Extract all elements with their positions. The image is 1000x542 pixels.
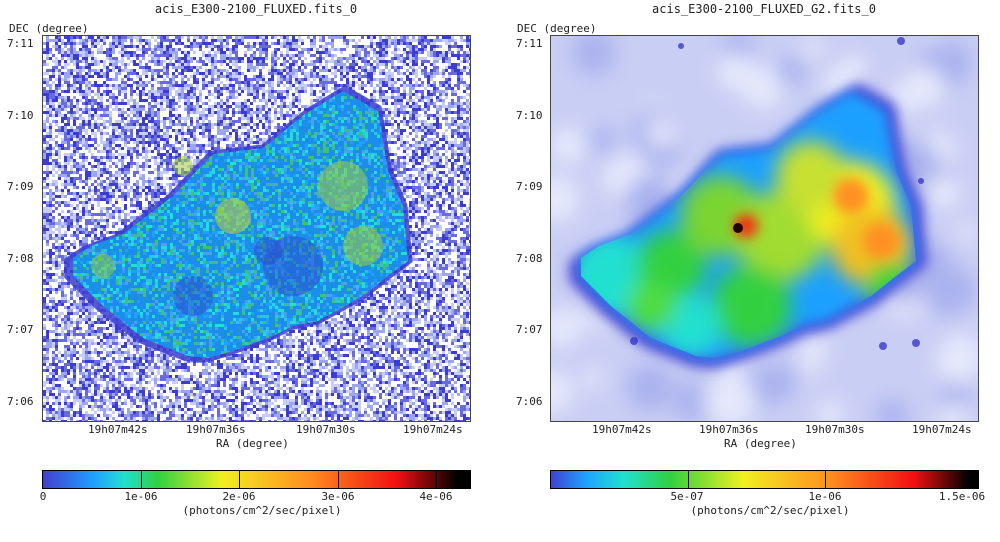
left-x-axis-label: RA (degree) — [216, 437, 289, 450]
colorbar-tick-mark — [338, 471, 339, 488]
left-y-tick: 7:11 — [7, 37, 34, 50]
colorbar-tick-mark — [688, 471, 689, 488]
right-y-tick: 7:06 — [516, 395, 543, 408]
left-y-axis-label: DEC (degree) — [9, 22, 88, 35]
left-colorbar-tick-label: 1e-06 — [124, 490, 157, 503]
colorbar-tick-mark — [239, 471, 240, 488]
right-colorbar-tick-label: 1.5e-06 — [939, 490, 985, 503]
right-image-plot[interactable] — [550, 35, 979, 422]
left-panel-title: acis_E300-2100_FLUXED.fits_0 — [155, 2, 357, 16]
left-y-tick: 7:08 — [7, 252, 34, 265]
left-image-plot[interactable] — [42, 35, 471, 422]
right-colorbar — [550, 470, 979, 489]
right-panel-title: acis_E300-2100_FLUXED_G2.fits_0 — [652, 2, 876, 16]
colorbar-tick-mark — [963, 471, 964, 488]
colorbar-tick-mark — [825, 471, 826, 488]
right-y-tick: 7:09 — [516, 180, 543, 193]
left-colorbar-tick-label: 0 — [40, 490, 47, 503]
left-x-tick: 19h07m42s — [88, 423, 148, 436]
right-x-tick: 19h07m24s — [912, 423, 972, 436]
right-x-tick: 19h07m42s — [592, 423, 652, 436]
colorbar-tick-mark — [141, 471, 142, 488]
right-x-tick: 19h07m30s — [805, 423, 865, 436]
colorbar-tick-mark — [436, 471, 437, 488]
right-y-tick: 7:11 — [516, 37, 543, 50]
left-colorbar — [42, 470, 471, 489]
right-y-tick: 7:07 — [516, 323, 543, 336]
left-colorbar-tick-label: 3e-06 — [321, 490, 354, 503]
left-y-tick: 7:07 — [7, 323, 34, 336]
right-y-axis-label: DEC (degree) — [517, 22, 596, 35]
left-colorbar-tick-label: 4e-06 — [419, 490, 452, 503]
right-colorbar-tick-label: 5e-07 — [670, 490, 703, 503]
left-colorbar-tick-label: 2e-06 — [222, 490, 255, 503]
right-y-tick: 7:08 — [516, 252, 543, 265]
left-y-tick: 7:10 — [7, 109, 34, 122]
left-y-tick: 7:06 — [7, 395, 34, 408]
right-colorbar-unit: (photons/cm^2/sec/pixel) — [691, 504, 850, 517]
left-x-tick: 19h07m36s — [186, 423, 246, 436]
left-colorbar-unit: (photons/cm^2/sec/pixel) — [183, 504, 342, 517]
right-x-axis-label: RA (degree) — [724, 437, 797, 450]
left-y-tick: 7:09 — [7, 180, 34, 193]
right-y-tick: 7:10 — [516, 109, 543, 122]
left-x-tick: 19h07m24s — [403, 423, 463, 436]
left-x-tick: 19h07m30s — [296, 423, 356, 436]
right-x-tick: 19h07m36s — [699, 423, 759, 436]
right-colorbar-tick-label: 1e-06 — [808, 490, 841, 503]
